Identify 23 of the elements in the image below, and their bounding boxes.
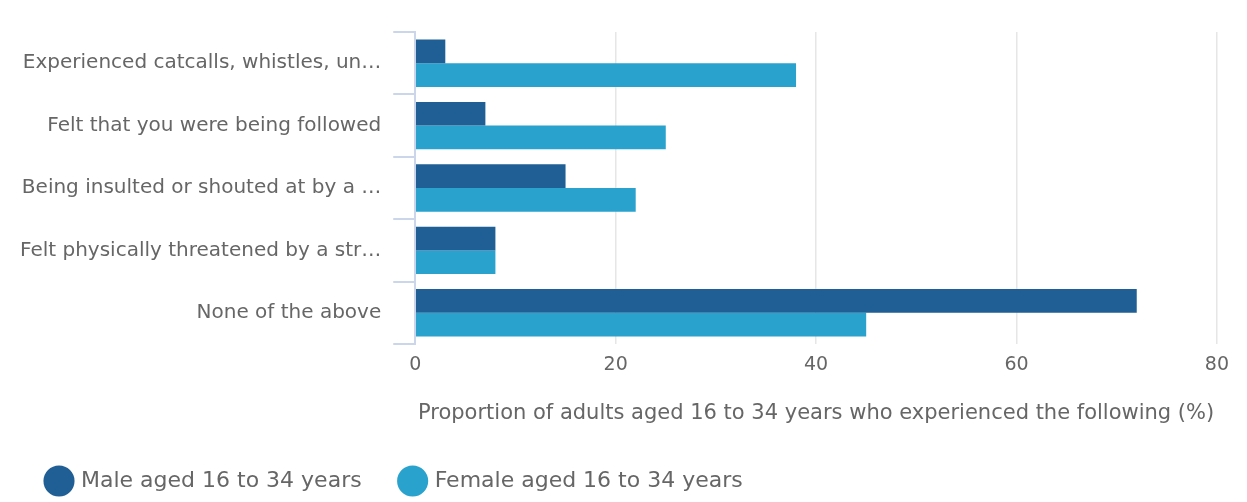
legend-label: Female aged 16 to 34 years: [434, 466, 743, 492]
legend-label: Male aged 16 to 34 years: [81, 466, 362, 492]
y-tick-label: Experienced catcalls, whistles, un…: [22, 49, 382, 74]
bar: [415, 63, 797, 87]
x-tick-label: 0: [409, 352, 422, 375]
x-tick-label: 80: [1204, 352, 1230, 375]
x-tick-label: 60: [1004, 352, 1029, 375]
bar: [415, 125, 666, 150]
bar: [415, 39, 446, 64]
bar: [415, 101, 486, 126]
x-axis-title: Proportion of adults aged 16 to 34 years who experienced the following (%): [417, 399, 1215, 424]
bar: [415, 226, 496, 251]
bar: [415, 312, 867, 337]
bar: [415, 188, 636, 212]
y-tick-label: Felt that you were being followed: [47, 111, 382, 136]
bar: [415, 289, 1137, 313]
x-tick-label: 40: [803, 352, 829, 375]
y-tick-label: Being insulted or shouted at by a …: [21, 174, 382, 199]
bar: [415, 164, 566, 188]
x-tick-label: 20: [603, 352, 628, 375]
bar: [415, 250, 496, 275]
y-tick-label: Felt physically threatened by a str…: [19, 236, 382, 261]
y-tick-label: None of the above: [196, 299, 382, 323]
